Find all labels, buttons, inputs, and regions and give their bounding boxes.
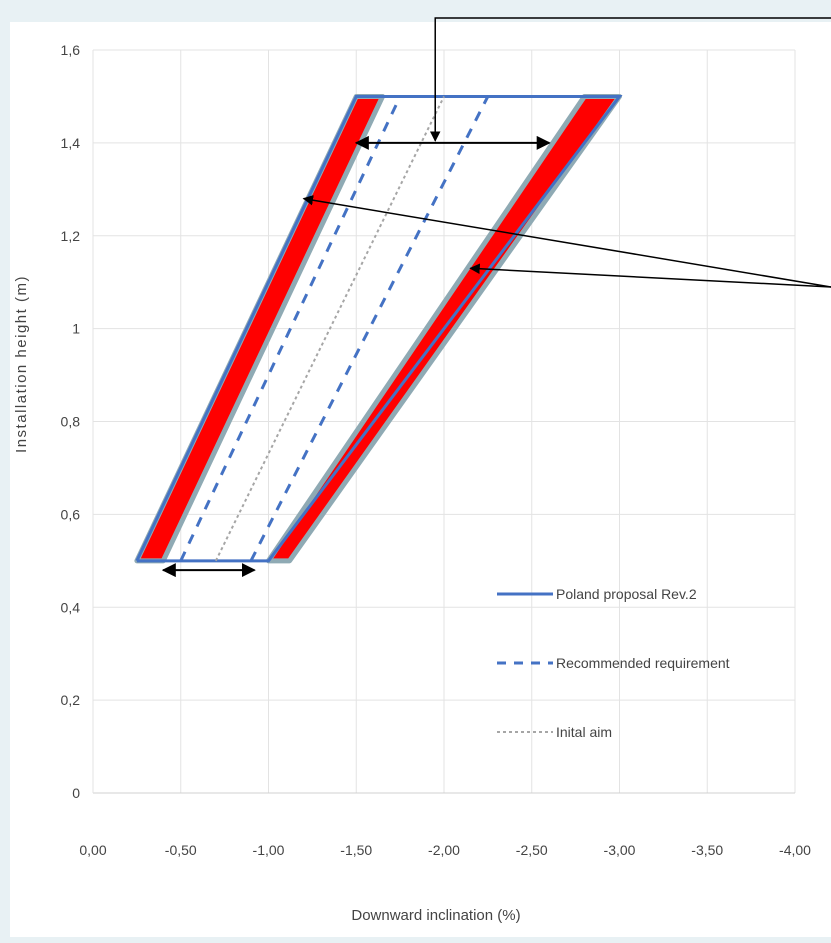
callout-leader-top bbox=[434, 17, 831, 139]
series-line-poland-proposal bbox=[135, 94, 623, 563]
callout-arrow-band bbox=[469, 263, 831, 288]
y-tick-label: 1,6 bbox=[61, 42, 81, 58]
legend-label: Recommended requirement bbox=[556, 655, 730, 671]
y-tick-label: 0,6 bbox=[61, 506, 81, 522]
x-tick-label: -3,00 bbox=[604, 842, 636, 858]
x-tick-label: 0,00 bbox=[79, 842, 106, 858]
y-tick-label: 0,4 bbox=[61, 599, 81, 615]
y-tick-label: 0 bbox=[72, 785, 80, 801]
chart-panel bbox=[10, 22, 831, 937]
annotations bbox=[161, 17, 831, 578]
y-tick-label: 0,2 bbox=[61, 692, 81, 708]
x-tick-label: -4,00 bbox=[779, 842, 811, 858]
legend: Poland proposal Rev.2 Recommended require… bbox=[497, 586, 730, 740]
x-tick-label: -2,50 bbox=[516, 842, 548, 858]
gridlines bbox=[92, 49, 796, 794]
y-tick-label: 1,2 bbox=[61, 228, 81, 244]
x-tick-label: -0,50 bbox=[165, 842, 197, 858]
tick-labels: 0,00 -0,50 -1,00 -1,50 -2,00 -2,50 -3,00 -3,50 -… bbox=[61, 42, 812, 858]
y-tick-label: 0,8 bbox=[61, 414, 81, 430]
series-lines bbox=[135, 94, 623, 563]
x-axis-title: Downward inclination (%) bbox=[351, 907, 520, 924]
callout-arrow-band bbox=[302, 194, 831, 288]
series-line-initial-aim bbox=[214, 95, 445, 562]
y-tick-label: 1 bbox=[72, 321, 80, 337]
legend-label: Poland proposal Rev.2 bbox=[556, 586, 697, 602]
legend-label: Inital aim bbox=[556, 724, 612, 740]
x-tick-label: -2,00 bbox=[428, 842, 460, 858]
x-tick-label: -1,50 bbox=[340, 842, 372, 858]
y-axis-title: Installation height (m) bbox=[13, 275, 30, 453]
x-tick-label: -1,00 bbox=[253, 842, 285, 858]
y-tick-label: 1,4 bbox=[61, 135, 81, 151]
x-tick-label: -3,50 bbox=[691, 842, 723, 858]
series-line-recommended-requirement bbox=[179, 95, 402, 562]
